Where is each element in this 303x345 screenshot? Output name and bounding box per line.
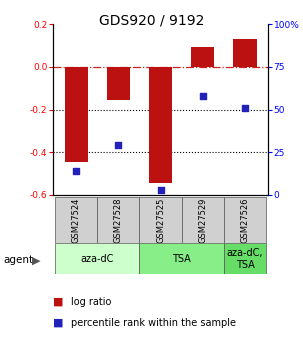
Bar [191, 47, 215, 67]
Bar [182, 197, 224, 243]
Bar [139, 197, 182, 243]
Text: GDS920 / 9192: GDS920 / 9192 [99, 14, 204, 28]
Bar [65, 67, 88, 162]
Text: aza-dC,
TSA: aza-dC, TSA [227, 248, 263, 269]
Text: ■: ■ [53, 318, 64, 327]
Text: GSM27526: GSM27526 [241, 197, 249, 243]
Bar [107, 67, 130, 100]
Text: GSM27525: GSM27525 [156, 197, 165, 243]
Point [74, 168, 79, 174]
Text: GSM27529: GSM27529 [198, 197, 207, 243]
Text: percentile rank within the sample: percentile rank within the sample [71, 318, 236, 327]
Text: log ratio: log ratio [71, 297, 112, 307]
Text: GSM27528: GSM27528 [114, 197, 123, 243]
Point [242, 105, 247, 111]
Bar [55, 243, 139, 274]
Text: ■: ■ [53, 297, 64, 307]
Bar [139, 243, 224, 274]
Bar [55, 197, 97, 243]
Bar [233, 39, 257, 67]
Bar [224, 243, 266, 274]
Bar [149, 67, 172, 183]
Text: ▶: ▶ [32, 256, 40, 265]
Point [116, 142, 121, 148]
Point [158, 187, 163, 193]
Text: GSM27524: GSM27524 [72, 197, 81, 243]
Bar [97, 197, 139, 243]
Text: agent: agent [3, 256, 33, 265]
Text: TSA: TSA [172, 254, 191, 264]
Point [200, 93, 205, 99]
Bar [224, 197, 266, 243]
Text: aza-dC: aza-dC [81, 254, 114, 264]
